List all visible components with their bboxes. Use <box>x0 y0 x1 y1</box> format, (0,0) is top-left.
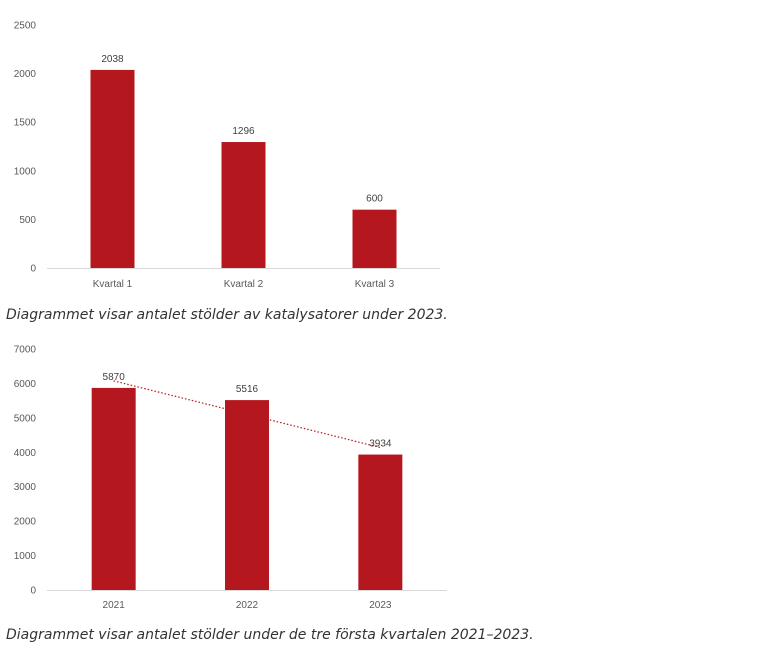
bar <box>225 400 269 590</box>
bar <box>91 387 136 590</box>
x-tick-label: Kvartal 2 <box>224 279 264 290</box>
chart-caption-quarters: Diagrammet visar antalet stölder av kata… <box>6 307 448 323</box>
chart-caption-years: Diagrammet visar antalet stölder under d… <box>6 627 534 643</box>
y-tick-label: 2000 <box>14 517 37 528</box>
y-tick-label: 4000 <box>14 448 37 459</box>
y-tick-label: 6000 <box>14 379 37 390</box>
bar <box>90 69 135 268</box>
bar <box>352 209 397 268</box>
bar <box>221 142 266 268</box>
data-label: 600 <box>366 194 383 205</box>
y-tick-label: 0 <box>30 586 36 597</box>
bar-chart-quarters: 0 500 1000 1500 2000 2500 2038 Kvartal 1 1296 Kva… <box>14 21 440 290</box>
x-tick-label: 2023 <box>369 600 392 611</box>
trendline <box>113 380 381 449</box>
x-tick-label: 2021 <box>103 600 126 611</box>
data-label: 2038 <box>101 54 124 65</box>
y-tick-label: 1000 <box>14 166 37 177</box>
data-label: 5870 <box>103 372 126 383</box>
bar-chart-years: 0 1000 2000 3000 4000 5000 6000 7000 5870 2021 551… <box>14 345 447 611</box>
y-tick-label: 0 <box>30 264 36 275</box>
x-tick-label: Kvartal 3 <box>355 279 395 290</box>
y-tick-label: 2500 <box>14 21 37 32</box>
bar <box>358 454 403 590</box>
y-tick-label: 1500 <box>14 118 37 129</box>
y-tick-label: 1000 <box>14 551 37 562</box>
x-tick-label: 2022 <box>236 600 259 611</box>
data-label: 3934 <box>369 439 392 450</box>
y-tick-label: 7000 <box>14 345 37 356</box>
x-tick-label: Kvartal 1 <box>93 279 133 290</box>
data-label: 1296 <box>232 126 255 137</box>
data-label: 5516 <box>236 384 259 395</box>
y-tick-label: 500 <box>19 215 36 226</box>
y-tick-label: 3000 <box>14 482 37 493</box>
y-tick-label: 5000 <box>14 413 37 424</box>
y-tick-label: 2000 <box>14 69 37 80</box>
